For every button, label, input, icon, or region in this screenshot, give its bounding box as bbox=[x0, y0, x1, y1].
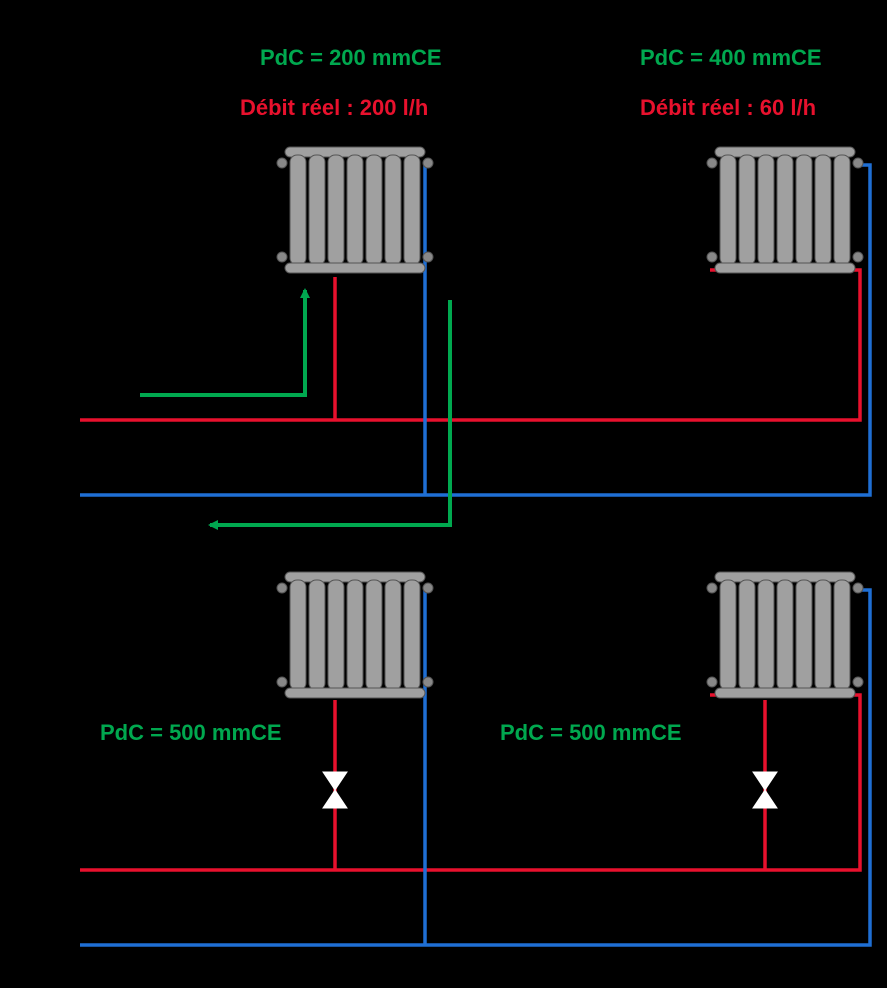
top-flow-arrow-in bbox=[140, 290, 305, 395]
bottom-radiator-2 bbox=[707, 572, 863, 698]
bottom-valve-1 bbox=[323, 772, 347, 808]
diagram-svg bbox=[0, 0, 887, 988]
top-debit-2: Débit réel : 60 l/h bbox=[640, 95, 816, 121]
bottom-pdc-1: PdC = 500 mmCE bbox=[100, 720, 282, 746]
top-pdc-1: PdC = 200 mmCE bbox=[260, 45, 442, 71]
top-radiator-2 bbox=[707, 147, 863, 273]
top-pdc-2: PdC = 400 mmCE bbox=[640, 45, 822, 71]
top-supply-main bbox=[80, 270, 860, 420]
top-flow-arrow-out bbox=[210, 300, 450, 525]
bottom-pdc-2: PdC = 500 mmCE bbox=[500, 720, 682, 746]
bottom-valve-2 bbox=[753, 772, 777, 808]
top-debit-1: Débit réel : 200 l/h bbox=[240, 95, 428, 121]
bottom-radiator-1 bbox=[277, 572, 433, 698]
top-radiator-1 bbox=[277, 147, 433, 273]
